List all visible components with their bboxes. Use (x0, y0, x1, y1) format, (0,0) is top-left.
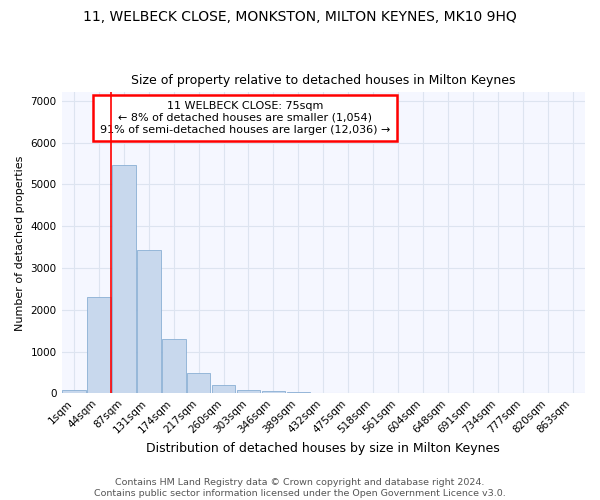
Y-axis label: Number of detached properties: Number of detached properties (15, 155, 25, 330)
X-axis label: Distribution of detached houses by size in Milton Keynes: Distribution of detached houses by size … (146, 442, 500, 455)
Bar (62, 390, 86, 394)
Bar (162, 339, 185, 394)
Text: 11, WELBECK CLOSE, MONKSTON, MILTON KEYNES, MK10 9HQ: 11, WELBECK CLOSE, MONKSTON, MILTON KEYN… (83, 10, 517, 24)
Bar (236, 390, 260, 394)
Bar (212, 386, 235, 394)
Bar (287, 392, 310, 394)
Bar (137, 250, 161, 394)
Text: Contains HM Land Registry data © Crown copyright and database right 2024.
Contai: Contains HM Land Registry data © Crown c… (94, 478, 506, 498)
Bar (87, 297, 111, 394)
Text: 11 WELBECK CLOSE: 75sqm
← 8% of detached houses are smaller (1,054)
91% of semi-: 11 WELBECK CLOSE: 75sqm ← 8% of detached… (100, 102, 390, 134)
Title: Size of property relative to detached houses in Milton Keynes: Size of property relative to detached ho… (131, 74, 515, 87)
Bar (112, 166, 136, 394)
Bar (262, 391, 285, 394)
Bar (187, 374, 211, 394)
